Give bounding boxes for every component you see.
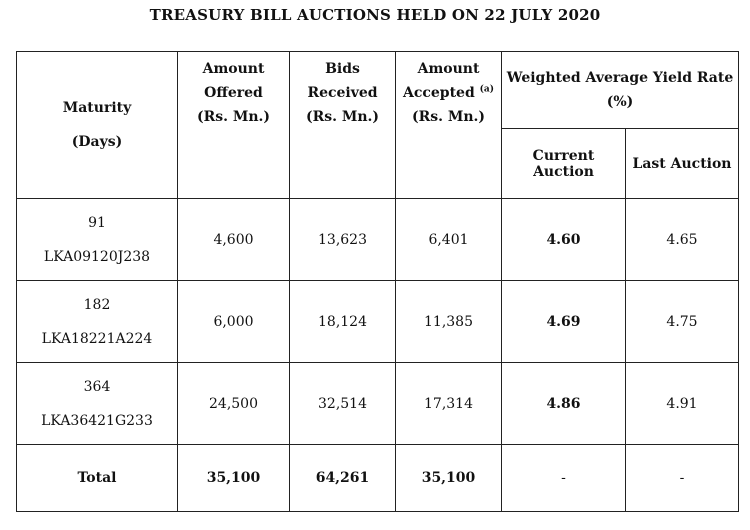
header-amount-offered-line-3: (Rs. Mn.)	[196, 109, 271, 125]
amount-accepted-cell: 11,385	[395, 280, 502, 363]
header-bids-received-line-3: (Rs. Mn.)	[305, 109, 380, 125]
header-weighted-average-yield: Weighted Average Yield Rate (%)	[501, 51, 739, 129]
amount-offered-cell: 4,600	[177, 198, 290, 281]
bids-received-cell: 32,514	[289, 362, 396, 445]
amount-accepted-cell: 17,314	[395, 362, 502, 445]
header-amount-accepted-word: Accepted	[402, 85, 475, 101]
total-last-auction: -	[625, 444, 739, 512]
maturity-isin: LKA36421G233	[41, 412, 153, 429]
maturity-days: 182	[83, 296, 111, 313]
header-yield-line-1: Weighted Average Yield Rate	[506, 70, 734, 86]
header-maturity: Maturity (Days)	[16, 51, 178, 199]
maturity-days: 364	[83, 378, 111, 395]
header-maturity-line-2: (Days)	[71, 134, 123, 150]
current-auction-yield-cell: 4.69	[501, 280, 626, 363]
current-auction-yield-cell: 4.86	[501, 362, 626, 445]
header-amount-accepted-line-3: (Rs. Mn.)	[411, 109, 486, 125]
header-bids-received-line-2: Received	[307, 85, 378, 101]
header-row: Maturity (Days) Amount Offered (Rs. Mn.)…	[16, 51, 739, 199]
table-row: 182 LKA18221A224 6,000 18,124 11,385 4.6…	[16, 280, 739, 363]
bids-received-cell: 18,124	[289, 280, 396, 363]
last-auction-yield-cell: 4.75	[625, 280, 739, 363]
total-bids-received: 64,261	[289, 444, 396, 512]
maturity-cell: 364 LKA36421G233	[16, 362, 178, 445]
header-amount-offered-line-2: Offered	[204, 85, 263, 101]
header-current-auction: Current Auction	[501, 128, 626, 199]
maturity-days: 91	[88, 214, 106, 231]
header-maturity-line-1: Maturity	[62, 100, 132, 116]
total-row: Total 35,100 64,261 35,100 - -	[16, 444, 739, 512]
current-auction-yield-cell: 4.60	[501, 198, 626, 281]
footnote-marker: (a)	[479, 84, 494, 95]
header-amount-offered: Amount Offered (Rs. Mn.)	[177, 51, 290, 199]
header-amount-accepted: Amount Accepted (a) (Rs. Mn.)	[395, 51, 502, 199]
amount-accepted-cell: 6,401	[395, 198, 502, 281]
subheader-row: Current Auction Last Auction	[17, 128, 739, 199]
total-amount-accepted: 35,100	[395, 444, 502, 512]
header-amount-accepted-line-1: Amount	[417, 61, 480, 77]
table-row: 364 LKA36421G233 24,500 32,514 17,314 4.…	[16, 362, 739, 445]
last-auction-yield-cell: 4.65	[625, 198, 739, 281]
maturity-cell: 182 LKA18221A224	[16, 280, 178, 363]
header-bids-received: Bids Received (Rs. Mn.)	[289, 51, 396, 199]
table-row: 91 LKA09120J238 4,600 13,623 6,401 4.60 …	[16, 198, 739, 281]
header-yield-line-2: (%)	[606, 94, 634, 110]
bids-received-cell: 13,623	[289, 198, 396, 281]
maturity-isin: LKA09120J238	[43, 248, 151, 265]
header-amount-accepted-line-2: Accepted (a)	[396, 81, 501, 105]
page-title: TREASURY BILL AUCTIONS HELD ON 22 JULY 2…	[149, 6, 601, 24]
amount-offered-cell: 6,000	[177, 280, 290, 363]
total-current-auction: -	[501, 444, 626, 512]
header-amount-offered-line-1: Amount	[202, 61, 265, 77]
total-amount-offered: 35,100	[177, 444, 290, 512]
header-bids-received-line-1: Bids	[325, 61, 360, 77]
maturity-isin: LKA18221A224	[41, 330, 153, 347]
header-last-auction: Last Auction	[625, 128, 739, 199]
amount-offered-cell: 24,500	[177, 362, 290, 445]
maturity-cell: 91 LKA09120J238	[16, 198, 178, 281]
total-label: Total	[16, 444, 178, 512]
treasury-bill-auction-table: Maturity (Days) Amount Offered (Rs. Mn.)…	[16, 51, 739, 512]
last-auction-yield-cell: 4.91	[625, 362, 739, 445]
